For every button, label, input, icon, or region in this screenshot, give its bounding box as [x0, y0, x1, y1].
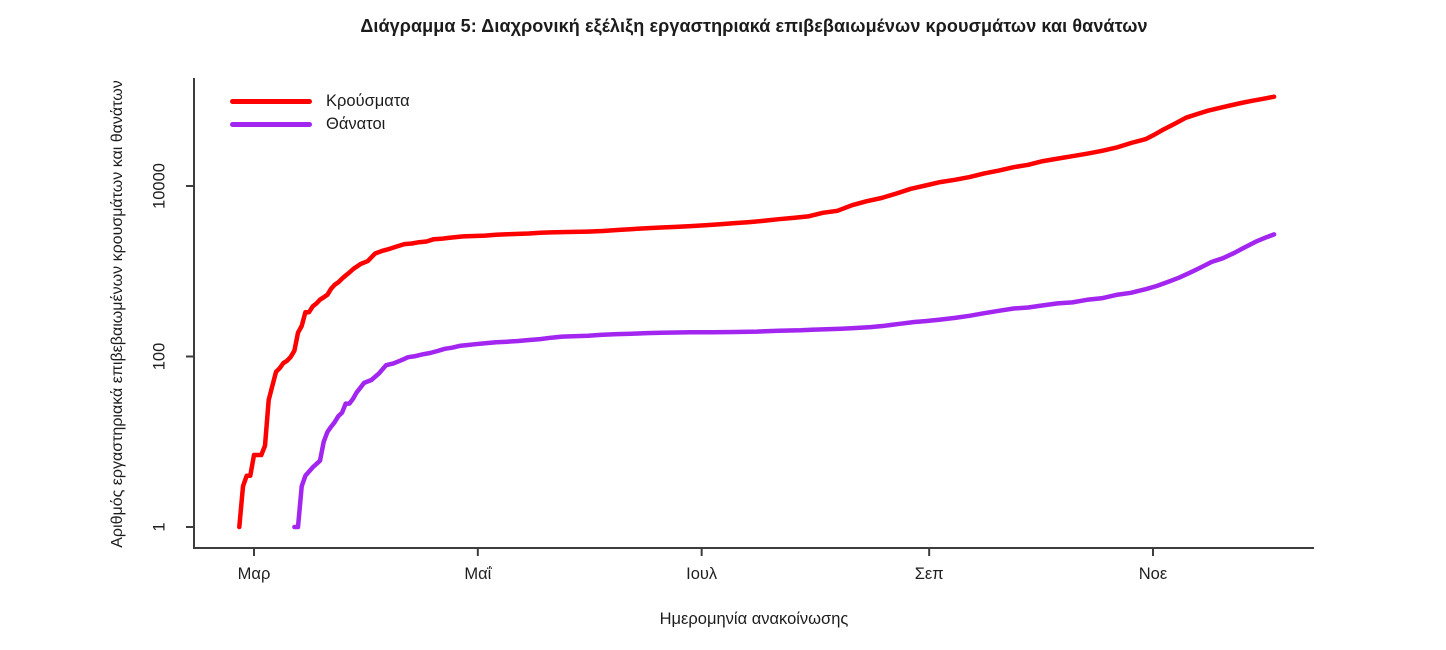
- y-tick-label-1: 1: [150, 522, 168, 531]
- x-tick-label-Μαΐ: Μαΐ: [464, 565, 492, 583]
- legend-item-deaths: Θάνατοι: [230, 113, 410, 136]
- y-tick-label-100: 100: [150, 343, 168, 371]
- x-tick-label-Νοε: Νοε: [1139, 565, 1168, 583]
- legend-item-cases: Κρούσματα: [230, 90, 410, 113]
- x-tick-label-Σεπ: Σεπ: [915, 565, 944, 583]
- y-tick-label-10000: 10000: [150, 163, 168, 209]
- cases-line-swatch: [230, 99, 312, 104]
- legend-label-deaths: Θάνατοι: [326, 115, 386, 134]
- chart-title: Διάγραμμα 5: Διαχρονική εξέλιξη εργαστηρ…: [360, 16, 1148, 36]
- deaths-line-swatch: [230, 122, 312, 127]
- deaths-line: [292, 232, 1277, 530]
- legend-label-cases: Κρούσματα: [326, 92, 410, 111]
- legend: Κρούσματα Θάνατοι: [230, 90, 410, 136]
- cases-line: [237, 94, 1277, 530]
- x-tick-label-Μαρ: Μαρ: [238, 565, 271, 583]
- x-tick-label-Ιουλ: Ιουλ: [686, 565, 718, 583]
- x-axis-title: Ημερομηνία ανακοίνωσης: [659, 610, 849, 628]
